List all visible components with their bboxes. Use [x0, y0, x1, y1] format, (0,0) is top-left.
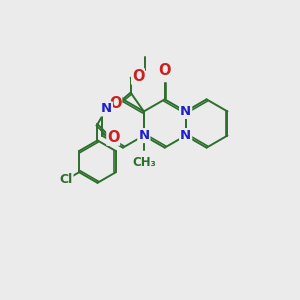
Text: CH₃: CH₃	[132, 156, 156, 169]
Text: O: O	[109, 96, 122, 111]
Text: N: N	[101, 102, 112, 116]
Text: N: N	[138, 129, 149, 142]
Text: N: N	[180, 105, 191, 118]
Text: O: O	[132, 69, 144, 84]
Text: O: O	[158, 63, 171, 78]
Text: O: O	[107, 130, 119, 145]
Text: N: N	[180, 129, 191, 142]
Text: Cl: Cl	[59, 173, 73, 186]
